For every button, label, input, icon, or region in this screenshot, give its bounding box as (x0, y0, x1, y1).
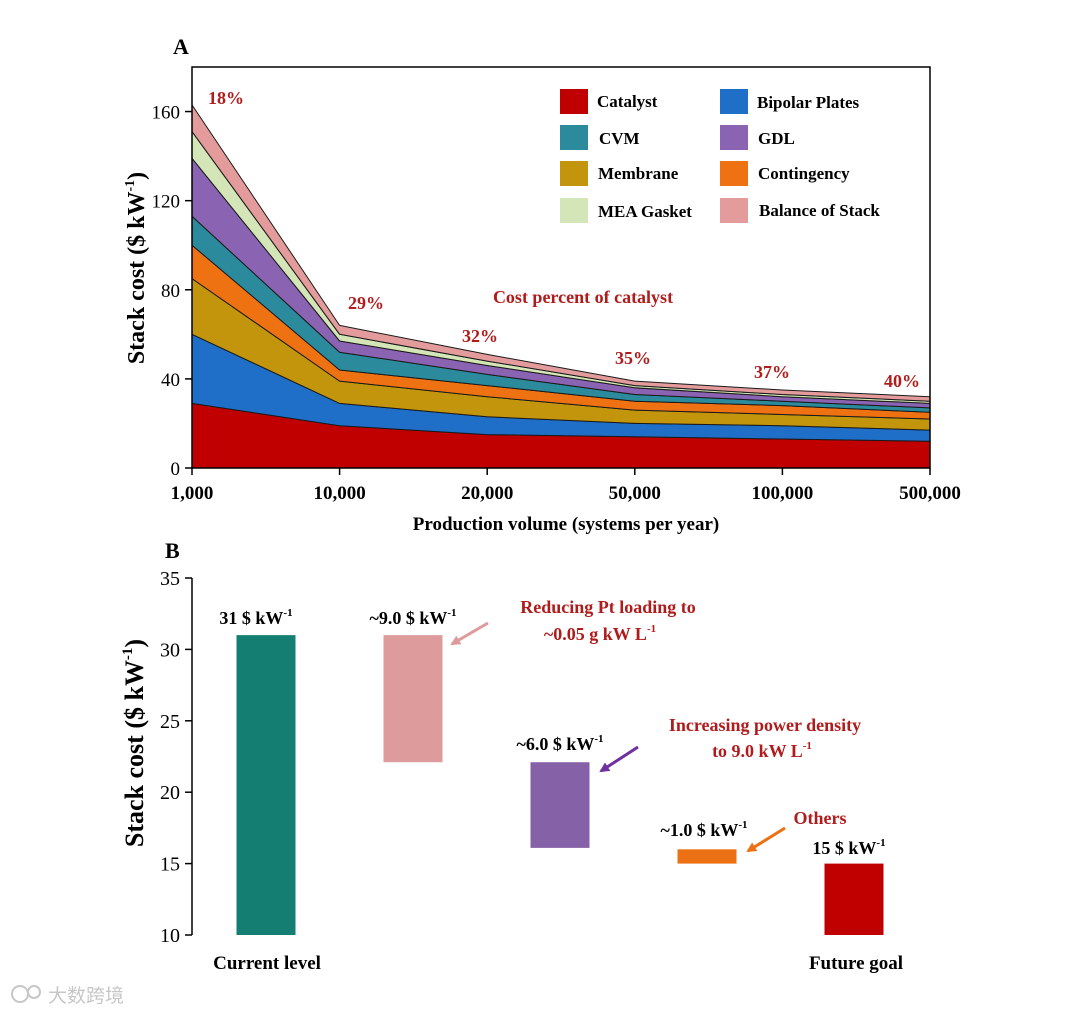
panel-b-ytick-label: 20 (160, 782, 180, 804)
watermark-logo-icon-ring (27, 985, 41, 999)
legend-label-contingency: Contingency (758, 164, 850, 183)
legend-swatch-contingency (720, 161, 748, 186)
legend-label-catalyst: Catalyst (597, 92, 658, 111)
catalyst-percent-10000: 29% (348, 293, 384, 313)
legend-label-bipolar-plates: Bipolar Plates (757, 93, 860, 112)
panel-a-plot-frame (191, 66, 931, 469)
panel-a-xtick-label: 1,000 (171, 483, 214, 504)
legend-swatch-membrane (560, 161, 588, 186)
bar-value-pt-loading: ~9.0 $ kW-1 (369, 607, 456, 628)
legend-swatch-gdl (720, 125, 748, 150)
panel-a-xtick-label: 500,000 (899, 483, 961, 504)
annotation-power-density-line2: to 9.0 kW L-1 (712, 740, 812, 761)
panel-b-ytick-label: 10 (160, 925, 180, 947)
bar-reducing-pt-loading (383, 635, 443, 763)
legend-swatch-bipolar-plates (720, 89, 748, 114)
category-label-current-level: Current level (213, 953, 321, 974)
catalyst-percent-50000: 35% (615, 348, 651, 368)
panel-a-xtick-label: 50,000 (609, 483, 661, 504)
panel-b: B 10 15 20 25 30 35 Stack cost ($ kW-1) Curre… (120, 538, 903, 974)
catalyst-percent-1000: 18% (208, 88, 244, 108)
catalyst-percent-100000: 37% (754, 362, 790, 382)
panel-a-xlabel: Production volume (systems per year) (413, 514, 719, 535)
annotation-power-density-line1: Increasing power density (669, 715, 861, 735)
category-label-future-goal: Future goal (809, 953, 903, 974)
panel-b-label: B (165, 538, 180, 563)
watermark-text: 大数跨境 (48, 985, 124, 1007)
bar-value-future-goal: 15 $ kW-1 (812, 837, 885, 858)
annotation-others: Others (794, 808, 847, 828)
panel-a: A 0 40 80 120 160 1,000 10,000 20,000 50,000 100,… (123, 34, 961, 535)
bar-value-current-level: 31 $ kW-1 (219, 607, 292, 628)
panel-a-ylabel: Stack cost ($ kW-1) (123, 172, 150, 364)
legend-swatch-cvm (560, 125, 588, 150)
legend-swatch-mea-gasket (560, 198, 588, 223)
panel-b-ytick-label: 30 (160, 639, 180, 661)
bar-current-level (236, 635, 296, 935)
panel-a-xtick-label: 100,000 (752, 483, 814, 504)
panel-b-ytick-label: 25 (160, 711, 180, 733)
watermark-logo-icon (11, 985, 29, 1003)
panel-b-ytick-label: 35 (160, 568, 180, 590)
panel-a-axes: 0 40 80 120 160 1,000 10,000 20,000 50,000 100,00… (152, 103, 961, 504)
panel-a-ytick-label: 40 (161, 370, 180, 391)
panel-b-bars (236, 635, 884, 935)
bar-value-power-density: ~6.0 $ kW-1 (516, 733, 603, 754)
bar-future-goal (824, 863, 884, 935)
bar-increasing-power-density (530, 762, 590, 848)
panel-a-legend: Catalyst Bipolar Plates CVM GDL Membrane… (560, 89, 880, 223)
panel-a-label: A (173, 34, 189, 59)
watermark: 大数跨境 (11, 985, 124, 1007)
catalyst-percent-500000: 40% (884, 371, 920, 391)
legend-label-cvm: CVM (599, 129, 640, 148)
bar-others (677, 849, 737, 864)
catalyst-percent-20000: 32% (462, 326, 498, 346)
panel-a-xtick-label: 20,000 (461, 483, 513, 504)
panel-a-ytick-label: 80 (161, 281, 180, 302)
annotation-power-density-arrow (599, 745, 639, 773)
annotation-pt-loading-line2: ~0.05 g kW L-1 (544, 623, 656, 644)
panel-b-ylabel: Stack cost ($ kW-1) (120, 639, 149, 847)
panel-a-areas (191, 104, 931, 469)
annotation-others-arrow (746, 826, 786, 853)
legend-label-gdl: GDL (758, 129, 795, 148)
panel-a-ytick-label: 0 (171, 459, 181, 480)
legend-label-balance-of-stack: Balance of Stack (759, 201, 880, 220)
legend-label-mea-gasket: MEA Gasket (598, 202, 692, 221)
panel-a-ytick-label: 160 (152, 103, 181, 124)
bar-value-others: ~1.0 $ kW-1 (660, 819, 747, 840)
panel-a-xtick-label: 10,000 (313, 483, 365, 504)
annotation-pt-loading-line1: Reducing Pt loading to (520, 597, 696, 617)
annotation-pt-loading-arrow (450, 621, 489, 646)
legend-swatch-balance-of-stack (720, 198, 748, 223)
catalyst-percent-title: Cost percent of catalyst (493, 287, 673, 307)
panel-b-axes: 10 15 20 25 30 35 (160, 568, 193, 947)
legend-swatch-catalyst (560, 89, 588, 114)
legend-label-membrane: Membrane (598, 164, 679, 183)
panel-b-ytick-label: 15 (160, 854, 180, 876)
panel-a-ytick-label: 120 (152, 192, 181, 213)
